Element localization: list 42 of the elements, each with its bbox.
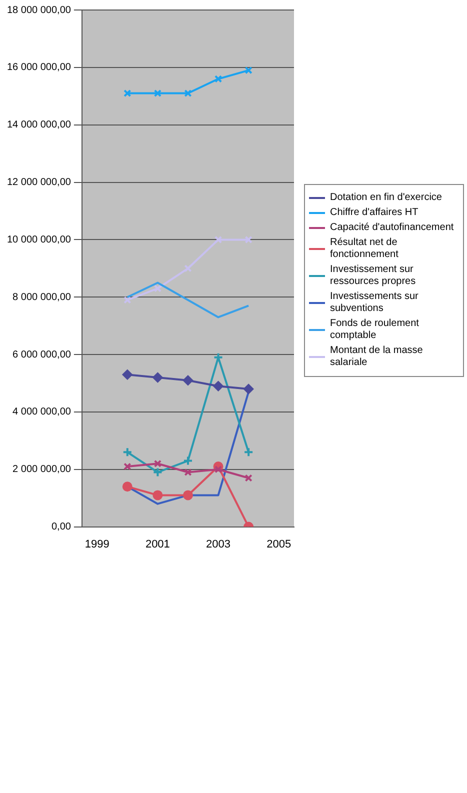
point — [213, 381, 224, 392]
y-tick-label: 2 000 000,00 — [12, 464, 72, 476]
legend-label: Chiffre d'affaires HT — [330, 206, 418, 218]
point — [182, 490, 193, 500]
y-tick-label: 0,00 — [51, 522, 72, 533]
point — [213, 352, 224, 362]
point — [184, 468, 192, 476]
point — [154, 284, 162, 292]
y-tick-label: 14 000 000,00 — [6, 120, 72, 131]
point — [184, 89, 192, 98]
point — [182, 456, 193, 466]
point — [214, 466, 222, 474]
x-tick-label: 2003 — [206, 538, 231, 550]
point — [154, 89, 162, 98]
point — [244, 384, 254, 394]
y-tick-label: 12 000 000,00 — [6, 177, 72, 188]
point — [152, 372, 163, 382]
y-tick-label: 4 000 000,00 — [12, 406, 72, 418]
legend-label: Résultat net de fonctionnement — [330, 236, 400, 260]
point — [122, 370, 132, 380]
legend-label: Montant de la masse salariale — [330, 344, 424, 368]
legend-label: Capacité d'autofinancement — [330, 222, 454, 234]
legend-label: Dotation en fin d'exercice — [330, 192, 442, 204]
point — [184, 264, 192, 272]
point — [122, 482, 132, 492]
point — [214, 75, 222, 83]
y-tick-label: 10 000 000,00 — [6, 234, 72, 246]
y-tick-label: 16 000 000,00 — [6, 62, 72, 74]
legend-label: Fonds de roulement comptable — [330, 318, 420, 342]
y-tick-label: 8 000 000,00 — [12, 292, 72, 303]
point — [152, 490, 163, 500]
point — [154, 460, 162, 468]
y-tick-label: 18 000 000,00 — [6, 4, 72, 16]
legend-label: Investissements sur subventions — [330, 290, 420, 314]
point — [214, 236, 222, 244]
point — [182, 375, 193, 386]
x-tick-label: 1999 — [84, 538, 110, 550]
x-tick-label: 2001 — [145, 538, 170, 550]
y-tick-label: 6 000 000,00 — [12, 349, 72, 360]
legend-label: Investissement sur ressources propres — [330, 264, 417, 288]
point — [152, 467, 163, 478]
x-tick-label: 2005 — [266, 538, 292, 550]
